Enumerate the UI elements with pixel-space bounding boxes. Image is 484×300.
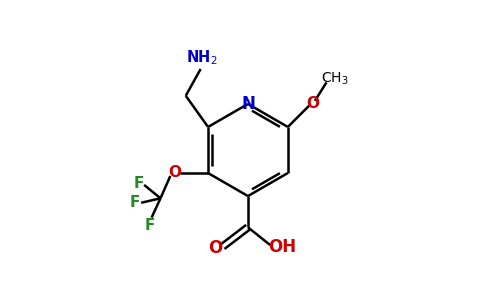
Text: O: O	[208, 239, 222, 257]
Text: O: O	[306, 96, 319, 111]
Text: NH$_2$: NH$_2$	[186, 48, 218, 67]
Text: CH$_3$: CH$_3$	[321, 70, 348, 87]
Text: O: O	[168, 165, 181, 180]
Text: OH: OH	[268, 238, 296, 256]
Text: N: N	[241, 95, 255, 113]
Text: F: F	[129, 195, 140, 210]
Text: F: F	[145, 218, 155, 232]
Text: F: F	[134, 176, 144, 191]
